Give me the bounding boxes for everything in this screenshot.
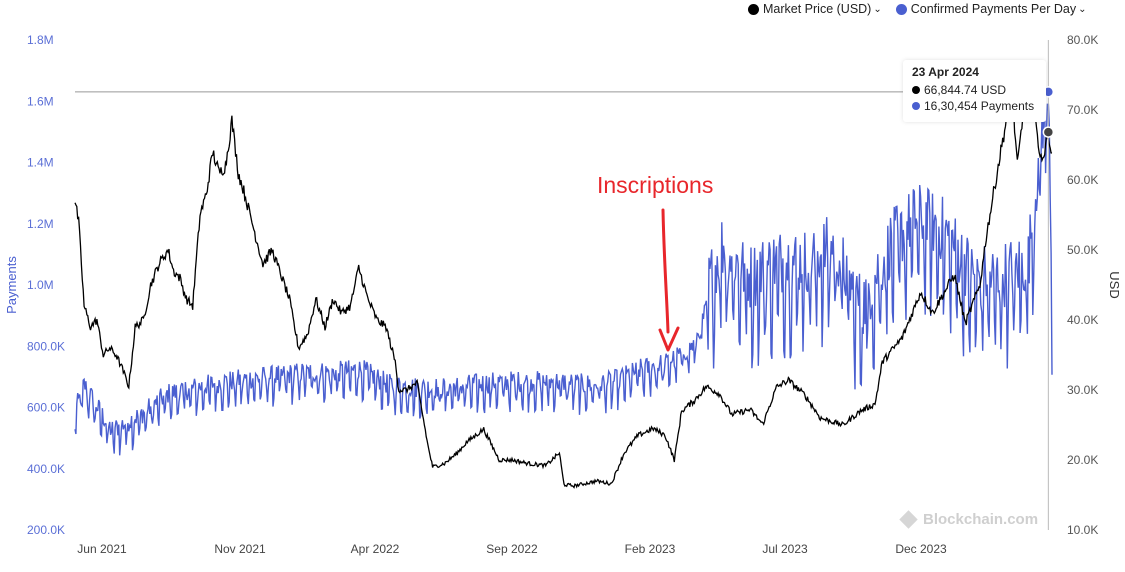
tooltip: 23 Apr 2024 66,844.74 USD 16,30,454 Paym… [903,60,1046,122]
market-price-series-line [74,86,1053,489]
left-axis-ticks: 200.0K 400.0K 600.0K 800.0K 1.0M 1.2M 1.4M 1.6M… [4,33,65,537]
left-tick-label: 200.0K [27,523,65,537]
tooltip-price: 66,844.74 USD [924,83,1007,97]
legend: Market Price (USD) ⌄ Confirmed Payments … [748,0,1100,18]
legend-label-payments: Confirmed Payments Per Day [910,2,1077,16]
tooltip-payments: 16,30,454 Payments [924,99,1035,113]
chevron-down-icon: ⌄ [873,3,882,15]
overlay-group [75,40,1055,530]
x-tick-label: Feb 2023 [625,542,676,556]
blockchain-logo-icon [899,510,918,529]
payments-series-line [74,103,1053,456]
payments-dot-icon [912,102,920,110]
left-tick-label: 1.2M [27,217,54,231]
right-tick-label: 10.0K [1067,523,1098,537]
right-tick-label: 60.0K [1067,173,1098,187]
payments-dot-icon [895,3,907,15]
right-tick-label: 70.0K [1067,103,1098,117]
watermark: Blockchain.com [899,510,1039,529]
left-tick-label: 1.8M [27,33,54,47]
left-tick-label: 1.6M [27,94,54,108]
x-tick-label: Jul 2023 [762,542,808,556]
chevron-down-icon: ⌄ [1078,3,1087,15]
right-tick-label: 80.0K [1067,33,1098,47]
x-tick-label: Nov 2021 [214,542,266,556]
series-group [74,86,1053,489]
annotation-inscriptions: Inscriptions [597,172,714,198]
tooltip-row-payments: 16,30,454 Payments [912,99,1037,113]
right-tick-label: 40.0K [1067,313,1098,327]
right-tick-label: 50.0K [1067,243,1098,257]
right-axis-ticks: 10.0K 20.0K 30.0K 40.0K 50.0K 60.0K 70.0K 80.0K… [1067,33,1122,537]
tooltip-row-price: 66,844.74 USD [912,83,1037,97]
x-tick-label: Dec 2023 [895,542,947,556]
left-tick-label: 1.4M [27,156,54,170]
left-tick-label: 800.0K [27,339,65,353]
price-dot-icon [912,86,920,94]
legend-item-payments[interactable]: Confirmed Payments Per Day ⌄ [895,2,1087,16]
x-axis-ticks: Jun 2021 Nov 2021 Apr 2022 Sep 2022 Feb 2023… [77,542,947,556]
right-tick-label: 30.0K [1067,383,1098,397]
x-tick-label: Jun 2021 [77,542,127,556]
annotation-arrow-shaft [661,208,670,334]
x-tick-label: Apr 2022 [351,542,400,556]
left-tick-label: 1.0M [27,278,54,292]
right-tick-label: 20.0K [1067,453,1098,467]
left-tick-label: 600.0K [27,401,65,415]
annotation-arrow-head [658,326,680,352]
left-axis-label: Payments [4,256,19,314]
price-highlight-point [1042,126,1055,138]
tooltip-date: 23 Apr 2024 [912,65,979,79]
left-tick-label: 400.0K [27,462,65,476]
legend-item-market-price[interactable]: Market Price (USD) ⌄ [748,2,882,16]
market-price-dot-icon [748,3,759,15]
watermark-text: Blockchain.com [923,511,1039,528]
right-axis-label: USD [1107,271,1122,298]
x-tick-label: Sep 2022 [486,542,538,556]
legend-label-market-price: Market Price (USD) [763,2,872,16]
